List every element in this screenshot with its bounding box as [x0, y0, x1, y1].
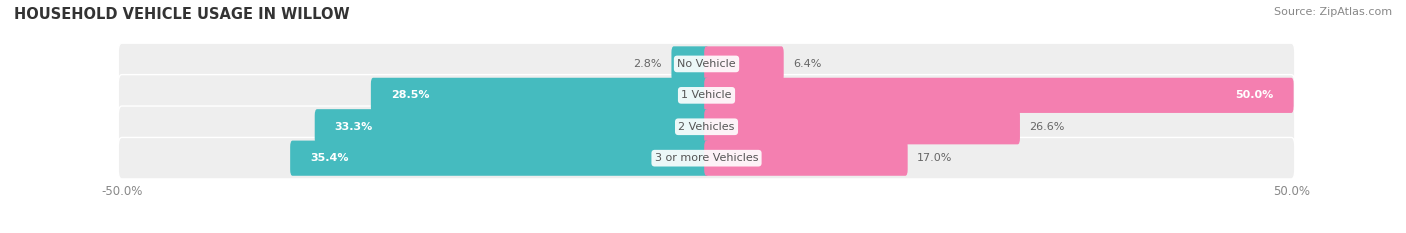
Text: 6.4%: 6.4%: [793, 59, 821, 69]
Text: 28.5%: 28.5%: [391, 90, 429, 100]
Text: 50.0%: 50.0%: [1236, 90, 1274, 100]
Text: 2 Vehicles: 2 Vehicles: [678, 122, 735, 132]
FancyBboxPatch shape: [672, 46, 709, 82]
FancyBboxPatch shape: [118, 43, 1295, 85]
FancyBboxPatch shape: [118, 75, 1295, 116]
Text: 2.8%: 2.8%: [634, 59, 662, 69]
FancyBboxPatch shape: [371, 78, 709, 113]
Text: No Vehicle: No Vehicle: [678, 59, 735, 69]
Text: HOUSEHOLD VEHICLE USAGE IN WILLOW: HOUSEHOLD VEHICLE USAGE IN WILLOW: [14, 7, 350, 22]
Text: 1 Vehicle: 1 Vehicle: [682, 90, 731, 100]
FancyBboxPatch shape: [315, 109, 709, 144]
FancyBboxPatch shape: [118, 137, 1295, 179]
Text: 26.6%: 26.6%: [1029, 122, 1064, 132]
Text: 17.0%: 17.0%: [917, 153, 952, 163]
FancyBboxPatch shape: [704, 140, 908, 176]
Text: 35.4%: 35.4%: [311, 153, 349, 163]
Legend: Owner-occupied, Renter-occupied: Owner-occupied, Renter-occupied: [586, 230, 827, 233]
FancyBboxPatch shape: [704, 46, 783, 82]
FancyBboxPatch shape: [704, 109, 1019, 144]
Text: 3 or more Vehicles: 3 or more Vehicles: [655, 153, 758, 163]
FancyBboxPatch shape: [704, 78, 1294, 113]
FancyBboxPatch shape: [290, 140, 709, 176]
FancyBboxPatch shape: [118, 106, 1295, 147]
Text: Source: ZipAtlas.com: Source: ZipAtlas.com: [1274, 7, 1392, 17]
Text: 33.3%: 33.3%: [335, 122, 373, 132]
